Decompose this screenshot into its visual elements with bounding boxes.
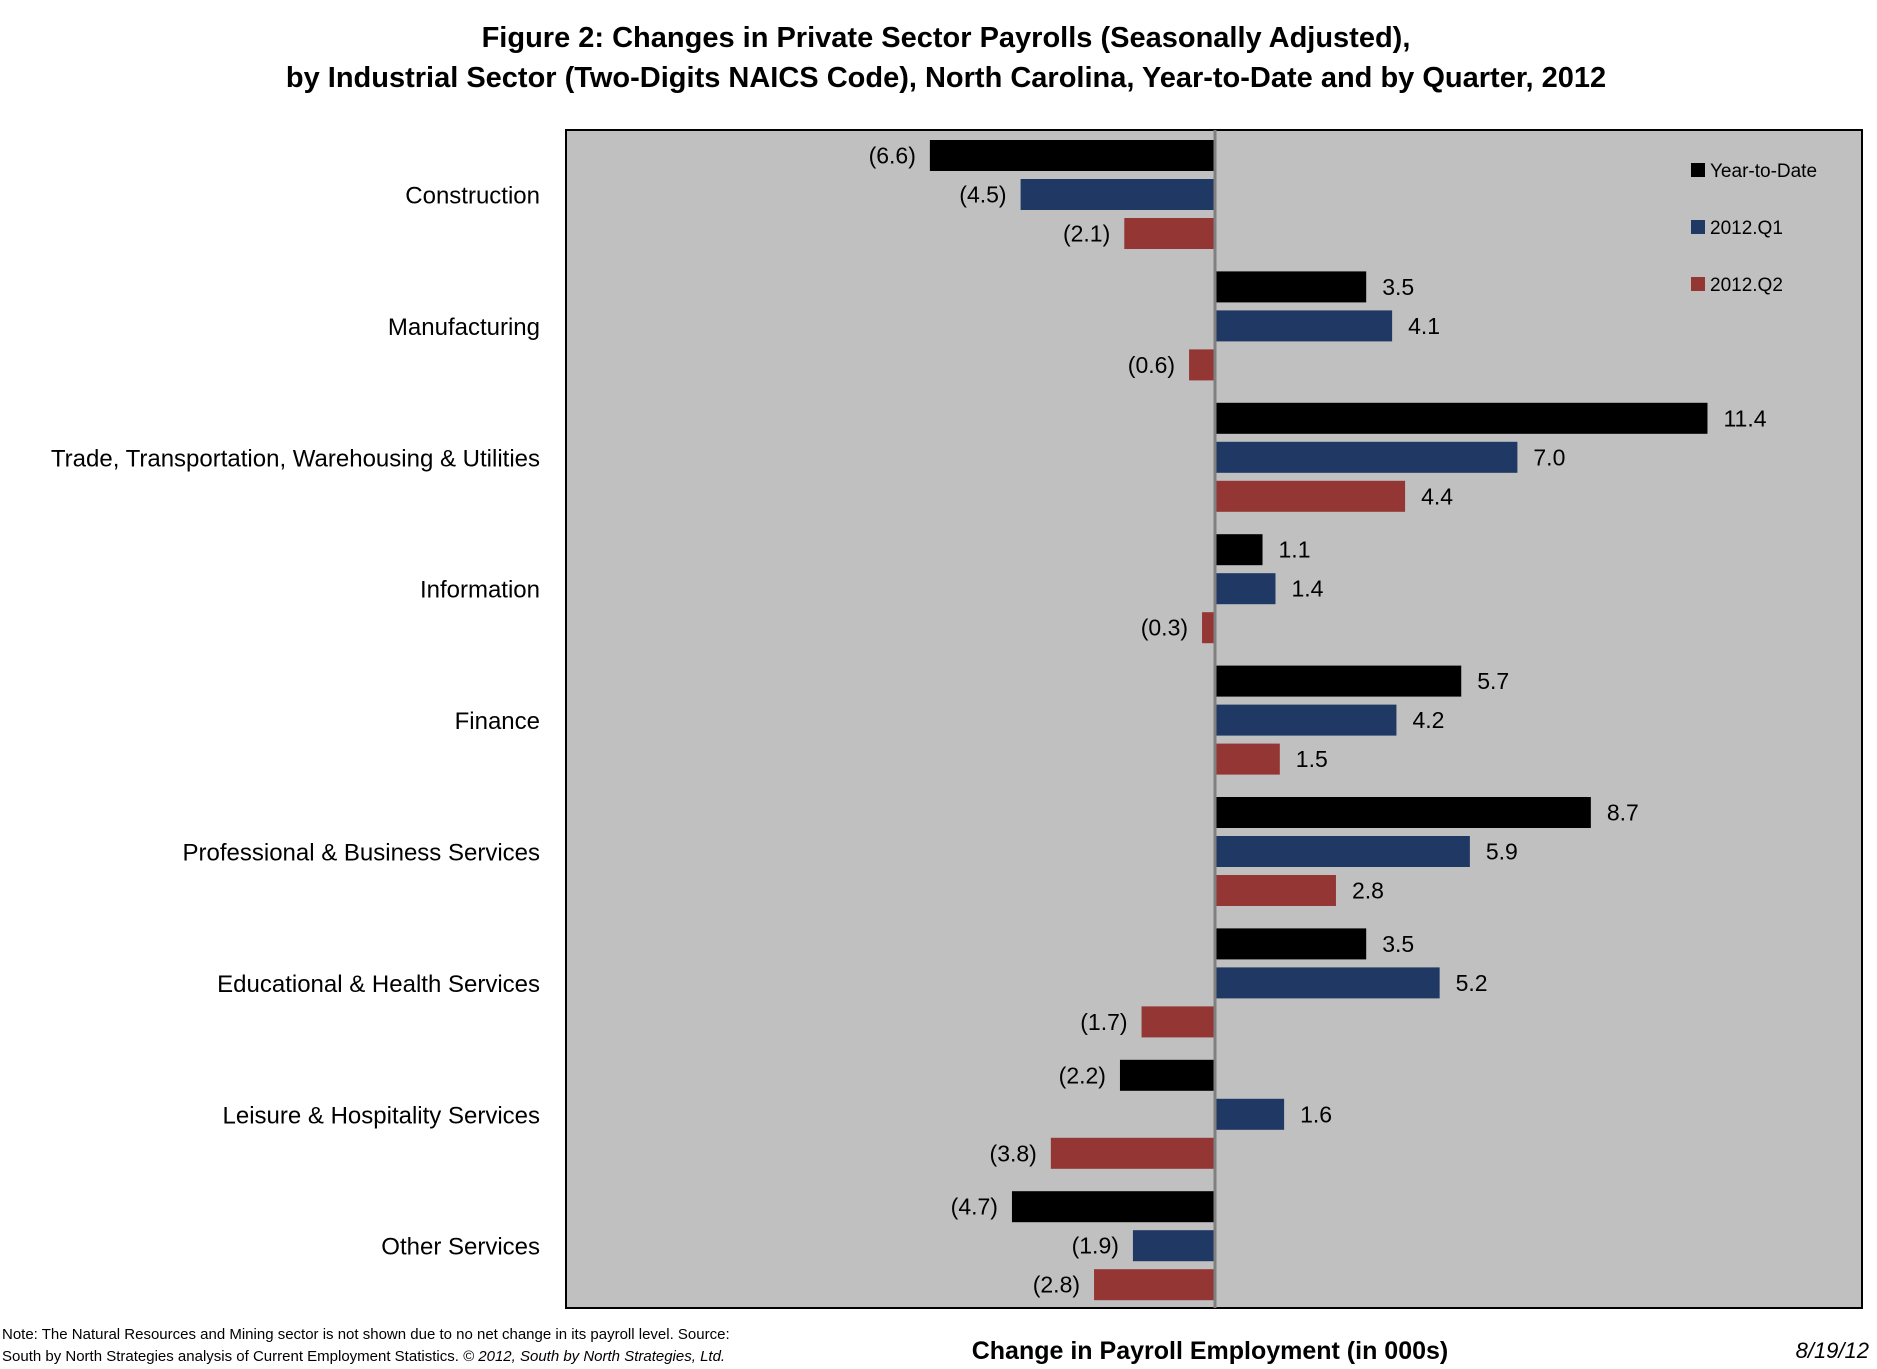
bar-trade-transportation-warehousing-utilities-2012-q2 (1215, 480, 1406, 512)
source-note-line1: Note: The Natural Resources and Mining s… (2, 1326, 730, 1343)
bar-information-2012-q1 (1215, 573, 1276, 605)
bar-professional-business-services-2012-q1 (1215, 836, 1470, 867)
bar-leisure-hospitality-services-year-to-date (1119, 1059, 1215, 1091)
bar-manufacturing-2012-q2 (1189, 349, 1215, 381)
legend-label-2012-q2: 2012.Q2 (1710, 275, 1783, 296)
data-label-construction-year-to-date: (6.6) (869, 143, 916, 169)
data-label-information-2012-q1: 1.4 (1291, 576, 1323, 602)
legend-label-2012-q1: 2012.Q1 (1710, 218, 1783, 239)
category-label-trade-transportation-warehousing-utilities: Trade, Transportation, Warehousing & Uti… (51, 445, 540, 472)
category-label-educational-health-services: Educational & Health Services (217, 971, 540, 998)
category-label-information: Information (420, 577, 540, 604)
legend-swatch-2012-q2 (1691, 277, 1705, 291)
bar-other-services-year-to-date (1011, 1191, 1215, 1223)
bar-leisure-hospitality-services-2012-q2 (1050, 1137, 1215, 1169)
data-label-leisure-hospitality-services-year-to-date: (2.2) (1059, 1062, 1106, 1088)
bar-manufacturing-year-to-date (1215, 271, 1367, 303)
chart-title-line2: by Industrial Sector (Two-Digits NAICS C… (285, 62, 1607, 94)
chart-title-line1: Figure 2: Changes in Private Sector Payr… (481, 22, 1411, 54)
data-label-other-services-2012-q1: (1.9) (1072, 1233, 1119, 1259)
bar-finance-2012-q1 (1215, 704, 1397, 736)
category-label-finance: Finance (455, 708, 540, 735)
data-label-finance-2012-q1: 4.2 (1412, 707, 1444, 733)
bar-educational-health-services-year-to-date (1215, 928, 1367, 960)
data-label-educational-health-services-year-to-date: 3.5 (1382, 931, 1414, 957)
data-label-leisure-hospitality-services-2012-q1: 1.6 (1300, 1101, 1332, 1127)
data-label-leisure-hospitality-services-2012-q2: (3.8) (990, 1140, 1037, 1166)
bar-construction-year-to-date (929, 140, 1215, 171)
bar-chart: Construction (6.6) (4.5) (2.1) Manufacturing… (51, 129, 1863, 1309)
data-label-professional-business-services-year-to-date: 8.7 (1607, 800, 1639, 826)
data-label-educational-health-services-2012-q2: (1.7) (1080, 1009, 1127, 1035)
data-label-construction-2012-q2: (2.1) (1063, 221, 1110, 247)
data-label-other-services-2012-q2: (2.8) (1033, 1272, 1080, 1298)
legend-swatch-2012-q1 (1691, 220, 1705, 234)
bar-educational-health-services-2012-q1 (1215, 967, 1440, 999)
legend-swatch-year-to-date (1691, 163, 1705, 177)
bar-finance-2012-q2 (1215, 743, 1280, 775)
data-label-construction-2012-q1: (4.5) (959, 182, 1006, 208)
source-note-line2: South by North Strategies analysis of Cu… (2, 1348, 459, 1365)
data-label-manufacturing-year-to-date: 3.5 (1382, 274, 1414, 300)
bar-other-services-2012-q1 (1132, 1230, 1215, 1262)
data-label-finance-2012-q2: 1.5 (1296, 746, 1328, 772)
data-label-manufacturing-2012-q1: 4.1 (1408, 313, 1440, 339)
legend-label-year-to-date: Year-to-Date (1710, 161, 1817, 182)
data-label-other-services-year-to-date: (4.7) (951, 1194, 998, 1220)
data-label-trade-transportation-warehousing-utilities-year-to-date: 11.4 (1723, 405, 1766, 431)
source-note: Note: The Natural Resources and Mining s… (2, 1324, 730, 1368)
category-label-professional-business-services: Professional & Business Services (183, 840, 541, 867)
bar-information-2012-q2 (1202, 612, 1215, 644)
bar-professional-business-services-year-to-date (1215, 797, 1591, 828)
bar-construction-2012-q1 (1020, 179, 1215, 210)
data-label-information-year-to-date: 1.1 (1279, 537, 1311, 563)
data-label-trade-transportation-warehousing-utilities-2012-q2: 4.4 (1421, 483, 1453, 509)
bar-manufacturing-2012-q1 (1215, 310, 1393, 342)
bar-other-services-2012-q2 (1094, 1269, 1215, 1301)
bar-construction-2012-q2 (1124, 218, 1215, 249)
category-label-leisure-hospitality-services: Leisure & Hospitality Services (223, 1102, 540, 1129)
category-label-construction: Construction (405, 183, 540, 210)
bar-leisure-hospitality-services-2012-q1 (1215, 1098, 1285, 1130)
date-stamp: 8/19/12 (1795, 1338, 1869, 1363)
bar-finance-year-to-date (1215, 665, 1462, 697)
data-label-professional-business-services-2012-q2: 2.8 (1352, 878, 1384, 904)
data-label-trade-transportation-warehousing-utilities-2012-q1: 7.0 (1533, 444, 1565, 470)
data-label-professional-business-services-2012-q1: 5.9 (1486, 839, 1518, 865)
data-label-manufacturing-2012-q2: (0.6) (1128, 352, 1175, 378)
copyright-note: © 2012, South by North Strategies, Ltd. (463, 1348, 726, 1365)
bar-professional-business-services-2012-q2 (1215, 875, 1336, 906)
bar-educational-health-services-2012-q2 (1141, 1006, 1215, 1038)
category-label-other-services: Other Services (381, 1234, 540, 1261)
x-axis-label: Change in Payroll Employment (in 000s) (971, 1337, 1449, 1365)
data-label-educational-health-services-2012-q1: 5.2 (1456, 970, 1488, 996)
data-label-finance-year-to-date: 5.7 (1477, 668, 1509, 694)
bar-information-year-to-date (1215, 534, 1263, 566)
category-label-manufacturing: Manufacturing (388, 314, 540, 341)
data-label-information-2012-q2: (0.3) (1141, 615, 1188, 641)
bar-trade-transportation-warehousing-utilities-2012-q1 (1215, 441, 1518, 473)
bar-trade-transportation-warehousing-utilities-year-to-date (1215, 402, 1708, 434)
